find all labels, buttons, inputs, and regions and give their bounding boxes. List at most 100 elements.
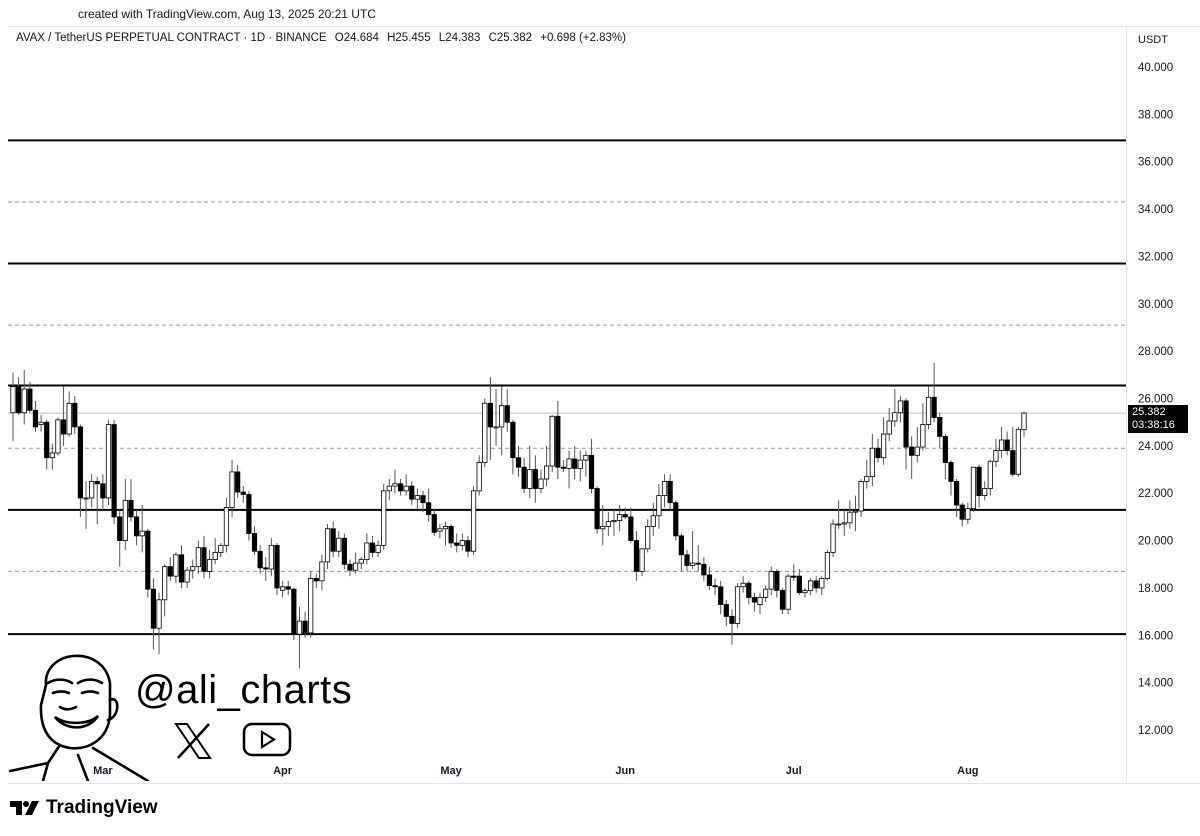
candle-body — [341, 537, 347, 565]
candle-body — [510, 421, 516, 459]
candle-body — [779, 589, 786, 610]
candle-down — [60, 386, 67, 446]
candle-up — [690, 531, 696, 570]
created-with-caption: created with TradingView.com, Aug 13, 20… — [78, 7, 376, 21]
candle-body — [628, 516, 634, 541]
candle-up — [1015, 426, 1021, 477]
candle-body — [729, 615, 735, 624]
candle-up — [807, 578, 814, 596]
candle-body — [493, 426, 499, 429]
candle-body — [572, 458, 578, 469]
candle-up — [982, 481, 988, 501]
candle-down — [746, 580, 752, 605]
candle-up — [650, 502, 656, 536]
candle-body — [543, 465, 550, 480]
candle-down — [903, 398, 909, 470]
candle-down — [150, 578, 157, 650]
candle-body — [94, 480, 100, 485]
price-tick-label: 16.000 — [1138, 630, 1173, 642]
tradingview-logo[interactable]: TradingView — [10, 797, 158, 819]
candle-up — [375, 540, 381, 558]
candle-down — [167, 557, 173, 581]
candle-body — [813, 580, 819, 589]
candle-body — [133, 516, 140, 537]
candle-down — [948, 460, 954, 496]
candle-body — [560, 466, 567, 469]
candle-down — [628, 507, 634, 543]
candle-down — [44, 419, 50, 470]
candle-body — [240, 491, 246, 495]
candle-up — [223, 497, 230, 553]
last-price-tag: 25.382 03:38:16 — [1128, 405, 1188, 433]
candle-up — [173, 552, 179, 584]
author-handle: @ali_charts — [135, 668, 353, 712]
candle-body — [942, 436, 948, 463]
candle-body — [1004, 439, 1010, 452]
candle-up — [611, 509, 617, 536]
candle-up — [543, 445, 550, 487]
candle-up — [156, 592, 162, 655]
candle-body — [459, 540, 465, 546]
month-tick-label: Apr — [273, 765, 293, 777]
candle-body — [852, 510, 859, 513]
candle-down — [673, 500, 679, 541]
candle-up — [105, 419, 112, 506]
candle-body — [549, 415, 555, 467]
candle-body — [49, 452, 55, 459]
candle-up — [493, 389, 499, 446]
candle-down — [779, 587, 786, 615]
candle-body — [499, 405, 505, 428]
candle-up — [998, 426, 1005, 458]
candle-body — [785, 575, 791, 610]
candle-body — [454, 542, 460, 546]
candle-up — [319, 554, 325, 591]
candle-down — [515, 445, 522, 477]
candle-body — [1015, 428, 1021, 475]
candle-body — [285, 586, 291, 590]
candle-down — [133, 509, 140, 546]
candle-body — [830, 523, 836, 553]
candle-up — [925, 386, 932, 430]
candle-down — [706, 566, 713, 591]
candle-body — [482, 402, 488, 463]
candle-up — [279, 580, 286, 598]
candle-body — [594, 488, 600, 530]
candle-body — [841, 522, 847, 525]
candle-up — [89, 474, 95, 508]
candle-body — [319, 561, 325, 582]
candle-down — [291, 587, 297, 641]
candle-down — [712, 578, 718, 596]
x-logo-icon[interactable] — [174, 722, 212, 760]
candle-body — [650, 515, 656, 527]
candle-up — [381, 483, 387, 551]
candle-body — [218, 544, 224, 553]
candle-body — [796, 575, 802, 594]
candle-body — [504, 405, 510, 423]
candle-up — [605, 512, 611, 536]
symbol-legend[interactable]: AVAX / TetherUS PERPETUAL CONTRACT · 1D … — [16, 32, 631, 44]
candle-body — [645, 525, 651, 550]
candle-body — [117, 516, 123, 541]
candle-up — [66, 391, 72, 437]
candle-body — [66, 402, 72, 435]
candle-body — [128, 499, 134, 518]
candle-body — [369, 542, 376, 553]
candle-down — [875, 438, 881, 463]
candle-up — [38, 415, 44, 432]
candle-down — [409, 481, 415, 506]
candle-down — [465, 535, 471, 558]
candle-down — [201, 535, 207, 579]
currency-label[interactable]: USDT — [1138, 34, 1168, 46]
candle-body — [353, 562, 359, 571]
youtube-icon[interactable] — [242, 722, 292, 758]
candle-up — [195, 540, 201, 574]
candle-body — [982, 488, 988, 497]
candle-body — [875, 447, 881, 459]
candle-up — [184, 566, 190, 588]
candle-up — [386, 479, 392, 501]
candle-up — [645, 519, 651, 553]
candle-body — [819, 578, 825, 589]
tradingview-wordmark: TradingView — [46, 797, 158, 818]
price-tick-label: 12.000 — [1138, 725, 1173, 737]
